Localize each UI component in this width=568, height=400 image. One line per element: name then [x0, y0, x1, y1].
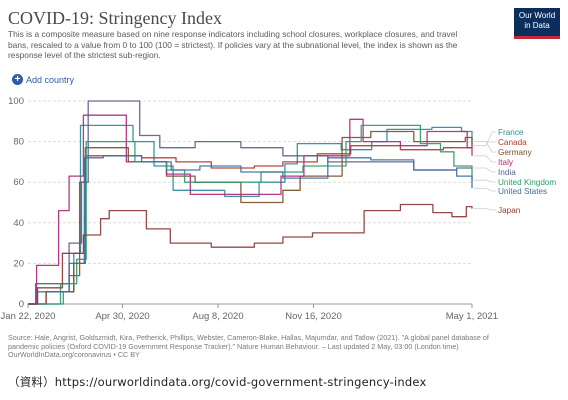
series-line-italy [28, 114, 473, 305]
legend-connector [474, 131, 496, 147]
source-url[interactable]: OurWorldInData.org/coronavirus • CC BY [8, 350, 140, 360]
series-line-france [28, 124, 473, 305]
x-tick-label: Aug 8, 2020 [192, 311, 243, 322]
x-tick-label: Nov 16, 2020 [285, 311, 342, 322]
page-subtitle: This is a composite measure based on nin… [8, 29, 458, 61]
legend-connector [474, 141, 496, 153]
legend-item-germany[interactable]: Germany [498, 148, 533, 157]
x-tick-label: Apr 30, 2020 [95, 311, 149, 322]
legend-connector [474, 167, 496, 173]
y-tick-label: 60 [13, 177, 24, 188]
logo-line-2: in Data [524, 20, 550, 30]
y-tick-label: 0 [19, 299, 24, 310]
series-line-united-states [28, 155, 473, 305]
legend-connector [474, 208, 496, 211]
chart-series [28, 100, 473, 305]
series-line-india [28, 100, 472, 305]
x-tick-label: Jan 22, 2020 [1, 311, 56, 322]
legend-connector [474, 179, 496, 183]
legend-item-india[interactable]: India [498, 168, 516, 177]
y-tick-label: 40 [13, 218, 24, 229]
legend-item-italy[interactable]: Italy [498, 158, 514, 167]
series-line-canada [28, 141, 473, 305]
legend-connector [474, 187, 496, 192]
line-chart: 0 20 40 60 80 100 Jan 22, 2020 Apr 30, 2020 Aug… [1, 96, 557, 322]
legend-connector [474, 155, 496, 163]
y-axis: 0 20 40 60 80 100 [8, 96, 24, 310]
owid-logo[interactable]: Our World in Data [514, 8, 560, 39]
logo-line-1: Our World [518, 11, 556, 20]
series-line-japan [28, 203, 473, 305]
legend-item-france[interactable]: France [498, 128, 524, 137]
page-title: COVID-19: Stringency Index [8, 8, 222, 28]
figure-caption: （資料）https://ourworldindata.org/covid-gov… [8, 375, 427, 389]
series-line-united-kingdom [28, 124, 473, 305]
y-tick-label: 100 [8, 96, 24, 107]
legend-item-japan[interactable]: Japan [498, 206, 521, 215]
source-note: Source: Hale, Angrist, Goldszmidt, Kira,… [8, 333, 508, 360]
legend-item-united-kingdom[interactable]: United Kingdom [498, 178, 556, 187]
logo-accent-bar [514, 36, 560, 39]
add-country-label: Add country [26, 74, 75, 85]
source-text: Source: Hale, Angrist, Goldszmidt, Kira,… [8, 333, 489, 351]
legend-item-canada[interactable]: Canada [498, 138, 527, 147]
x-tick-label: May 1, 2021 [446, 311, 498, 322]
x-axis: Jan 22, 2020 Apr 30, 2020 Aug 8, 2020 Nov 1… [1, 304, 498, 322]
plus-circle-icon: + [12, 74, 23, 85]
legend-item-united-states[interactable]: United States [498, 187, 547, 196]
add-country-button[interactable]: + Add country [12, 74, 74, 85]
y-tick-label: 80 [13, 137, 24, 148]
y-tick-label: 20 [13, 258, 24, 269]
